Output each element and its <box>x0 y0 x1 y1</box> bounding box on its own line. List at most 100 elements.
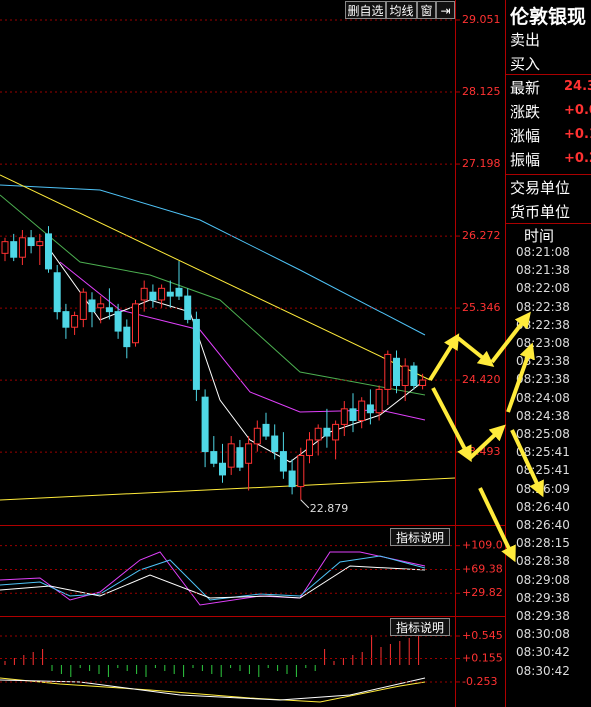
y-tick-label: -0.253 <box>462 675 497 688</box>
time-item: 08:22:38 <box>516 299 570 314</box>
candle-body <box>358 400 366 421</box>
toolbar-button[interactable]: 均线 <box>386 1 417 19</box>
time-item: 08:29:08 <box>516 572 570 587</box>
candle-body <box>36 241 44 247</box>
quote-value: +0.2 <box>564 151 591 166</box>
trade-row: 买入 <box>510 55 541 73</box>
y-tick-label: +0.155 <box>462 651 503 664</box>
candle-body <box>62 311 70 328</box>
candle-body <box>245 443 253 464</box>
quote-label: 涨跌 <box>510 103 541 121</box>
candle-body <box>366 404 374 414</box>
toolbar-button[interactable]: 删自选 <box>345 1 386 19</box>
time-item: 08:23:38 <box>516 354 570 369</box>
candle-body <box>393 357 400 387</box>
candle-body <box>123 326 131 348</box>
candle-body <box>158 287 166 301</box>
time-item: 08:22:08 <box>516 281 570 296</box>
time-item: 08:23:08 <box>516 336 570 350</box>
ma-line <box>49 249 426 463</box>
candle-body <box>279 451 287 472</box>
candle-body <box>227 443 235 468</box>
y-tick-label: 25.346 <box>462 301 501 314</box>
candle-body <box>297 454 305 488</box>
quote-value: +0.1 <box>564 127 591 142</box>
toolbar-button[interactable]: ⇥ <box>436 1 455 19</box>
time-item: 08:30:42 <box>516 645 570 660</box>
candle-body <box>27 237 35 247</box>
trade-row: 卖出 <box>510 31 541 49</box>
candle-body <box>184 295 192 320</box>
indicator-button[interactable]: 指标说明 <box>390 618 450 636</box>
info-row: 交易单位 <box>510 179 571 197</box>
candle-body <box>192 318 200 390</box>
y-tick-label: +0.545 <box>462 629 503 642</box>
y-tick-label: 23.493 <box>462 445 501 458</box>
time-item: 08:21:38 <box>516 263 570 278</box>
low-annotation: 22.879 <box>310 502 349 515</box>
time-item: 08:29:38 <box>516 590 570 605</box>
macd-bars <box>4 635 420 677</box>
candle-body <box>375 388 383 414</box>
trend-line <box>0 174 431 381</box>
annotation-pointer <box>300 499 310 509</box>
y-tick-label: 27.198 <box>462 157 501 170</box>
candle-body <box>271 435 279 453</box>
time-item: 08:23:38 <box>516 372 570 387</box>
candle-body <box>149 291 157 301</box>
candle-body <box>201 396 209 453</box>
candle-body <box>253 427 261 445</box>
candle-body <box>262 423 270 437</box>
candle-body <box>45 233 52 270</box>
time-item: 08:25:41 <box>516 445 570 460</box>
candle-body <box>419 379 427 387</box>
panel-title: 伦敦银现 <box>510 6 587 28</box>
indicator-line <box>0 551 426 606</box>
indicator-line <box>0 677 426 701</box>
candle-body <box>410 365 418 387</box>
ma-line <box>0 194 426 396</box>
time-item: 08:30:08 <box>516 627 570 642</box>
time-item: 08:29:38 <box>516 609 570 623</box>
candle-body <box>105 307 113 313</box>
time-item: 08:25:08 <box>516 427 570 441</box>
candle-body <box>132 303 139 344</box>
moving-averages <box>0 174 456 501</box>
candle-body <box>97 303 105 309</box>
quote-value: +0.0 <box>564 103 591 118</box>
time-item: 08:24:38 <box>516 408 570 423</box>
y-tick-label: 29.051 <box>462 13 501 26</box>
candle-body <box>306 439 313 456</box>
candle-body <box>79 291 87 320</box>
time-item: 08:28:15 <box>516 536 570 551</box>
toolbar-button[interactable]: 窗 <box>417 1 436 19</box>
time-item: 08:22:38 <box>516 317 570 332</box>
candle-body <box>210 451 218 464</box>
chart: 29.051 28.125 27.198 26.272 25.346 24.420 23.4… <box>0 0 506 707</box>
candle-body <box>175 287 183 297</box>
candle-body <box>10 241 18 258</box>
time-item: 08:26:09 <box>516 481 570 496</box>
y-tick-label: 26.272 <box>462 229 501 242</box>
y-tick-label: 24.420 <box>462 373 501 386</box>
candle-body <box>1 241 9 254</box>
time-item: 08:26:40 <box>516 518 570 532</box>
candle-body <box>166 291 174 297</box>
candle-body <box>114 311 122 332</box>
indicator-button[interactable]: 指标说明 <box>390 528 450 546</box>
candle-body <box>384 353 392 390</box>
candle-body <box>314 427 322 441</box>
time-item: 08:25:41 <box>516 463 570 478</box>
candle-body <box>349 408 357 421</box>
info-row: 货币单位 <box>510 203 571 221</box>
y-tick-label: +29.82 <box>462 586 503 599</box>
quote-label: 涨幅 <box>510 127 541 145</box>
candle-body <box>332 423 340 441</box>
quote-panel: 伦敦银现 卖出 买入 最新 24.3 涨跌 +0.0 涨幅 +0.1 振幅 +0.2 交易单位… <box>506 0 591 707</box>
candle-body <box>288 470 296 488</box>
quote-value: 24.3 <box>564 79 591 94</box>
time-item: 08:28:38 <box>516 554 570 569</box>
trend-line <box>0 477 456 501</box>
candle-body <box>219 462 226 476</box>
quote-label: 最新 <box>510 79 541 97</box>
